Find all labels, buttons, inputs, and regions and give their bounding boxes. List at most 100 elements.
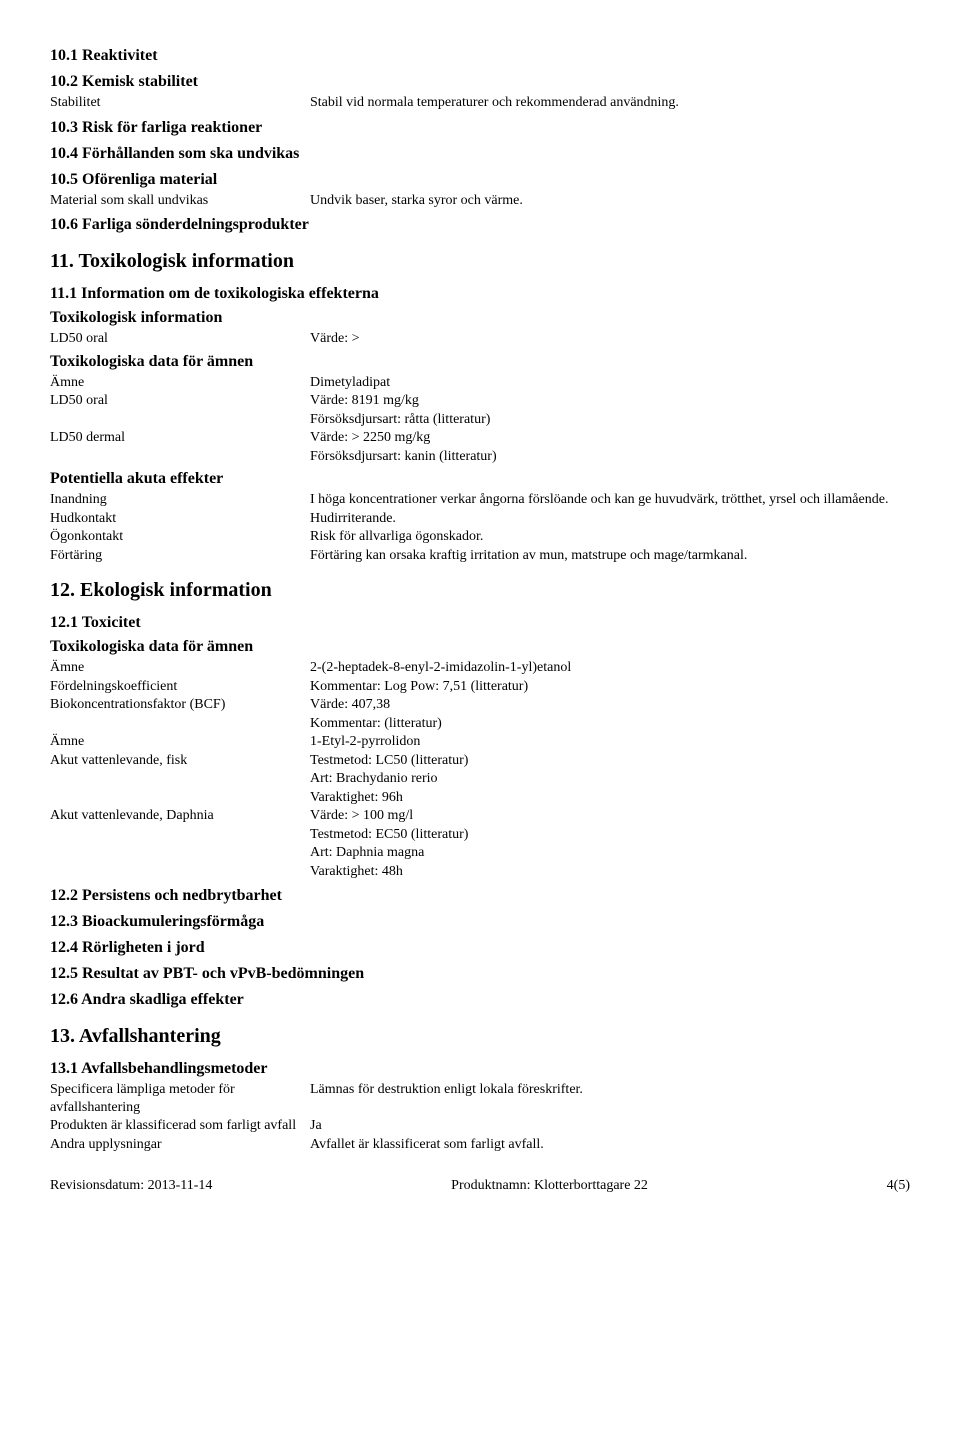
row-stabilitet: Stabilitet Stabil vid normala temperatur… <box>50 94 910 112</box>
heading-10-6: 10.6 Farliga sönderdelningsprodukter <box>50 215 910 235</box>
row-bcf: Biokoncentrationsfaktor (BCF) Värde: 407… <box>50 696 910 714</box>
heading-11: 11. Toxikologisk information <box>50 249 910 274</box>
row-ld50-dermal2: Försöksdjursart: kanin (litteratur) <box>50 448 910 466</box>
label-amne2: Ämne <box>50 659 310 677</box>
value-fordel: Kommentar: Log Pow: 7,51 (litteratur) <box>310 678 910 696</box>
heading-10-5: 10.5 Oförenliga material <box>50 170 910 190</box>
value-hudkontakt: Hudirriterande. <box>310 510 910 528</box>
heading-12-2: 12.2 Persistens och nedbrytbarhet <box>50 886 910 906</box>
label-fordel: Fördelningskoefficient <box>50 678 310 696</box>
label-stabilitet: Stabilitet <box>50 94 310 112</box>
value-spec: Lämnas för destruktion enligt lokala för… <box>310 1081 910 1116</box>
row-ld50-oral2b: Försöksdjursart: råtta (litteratur) <box>50 411 910 429</box>
value-bcf: Värde: 407,38 <box>310 696 910 714</box>
label-blank7 <box>50 844 310 862</box>
value-ld50-oral2b: Försöksdjursart: råtta (litteratur) <box>310 411 910 429</box>
row-inandning: Inandning I höga koncentrationer verkar … <box>50 491 910 509</box>
value-fisk3: Varaktighet: 96h <box>310 789 910 807</box>
row-amne2: Ämne 2-(2-heptadek-8-enyl-2-imidazolin-1… <box>50 659 910 677</box>
row-ld50-oral: LD50 oral Värde: > <box>50 330 910 348</box>
row-amne3: Ämne 1-Etyl-2-pyrrolidon <box>50 733 910 751</box>
row-daphnia: Akut vattenlevande, Daphnia Värde: > 100… <box>50 807 910 825</box>
value-fisk2: Art: Brachydanio rerio <box>310 770 910 788</box>
row-fisk: Akut vattenlevande, fisk Testmetod: LC50… <box>50 752 910 770</box>
heading-12-1: 12.1 Toxicitet <box>50 613 910 633</box>
row-material: Material som skall undvikas Undvik baser… <box>50 192 910 210</box>
heading-toxinfo: Toxikologisk information <box>50 308 910 328</box>
heading-12-4: 12.4 Rörligheten i jord <box>50 938 910 958</box>
label-hudkontakt: Hudkontakt <box>50 510 310 528</box>
row-fordel: Fördelningskoefficient Kommentar: Log Po… <box>50 678 910 696</box>
value-klass: Ja <box>310 1117 910 1135</box>
heading-12-6: 12.6 Andra skadliga effekter <box>50 990 910 1010</box>
footer-page-number: 4(5) <box>887 1177 910 1195</box>
row-daphnia4: Varaktighet: 48h <box>50 863 910 881</box>
label-fortaring: Förtäring <box>50 547 310 565</box>
label-ld50-dermal: LD50 dermal <box>50 429 310 447</box>
label-ld50-oral: LD50 oral <box>50 330 310 348</box>
label-amne3: Ämne <box>50 733 310 751</box>
value-andra: Avfallet är klassificerat som farligt av… <box>310 1136 910 1154</box>
label-blank1 <box>50 411 310 429</box>
label-ogonkontakt: Ögonkontakt <box>50 528 310 546</box>
heading-10-4: 10.4 Förhållanden som ska undvikas <box>50 144 910 164</box>
value-ogonkontakt: Risk för allvarliga ögonskador. <box>310 528 910 546</box>
value-amne2: 2-(2-heptadek-8-enyl-2-imidazolin-1-yl)e… <box>310 659 910 677</box>
page-footer: Revisionsdatum: 2013-11-14 Produktnamn: … <box>50 1177 910 1195</box>
label-spec: Specificera lämpliga metoder för avfalls… <box>50 1081 310 1116</box>
value-daphnia2: Testmetod: EC50 (litteratur) <box>310 826 910 844</box>
row-fisk2: Art: Brachydanio rerio <box>50 770 910 788</box>
label-blank8 <box>50 863 310 881</box>
value-ld50-oral: Värde: > <box>310 330 910 348</box>
label-blank4 <box>50 770 310 788</box>
label-inandning: Inandning <box>50 491 310 509</box>
label-amne: Ämne <box>50 374 310 392</box>
heading-10-1: 10.1 Reaktivitet <box>50 46 910 66</box>
value-material: Undvik baser, starka syror och värme. <box>310 192 910 210</box>
heading-toxdata2: Toxikologiska data för ämnen <box>50 637 910 657</box>
row-ogonkontakt: Ögonkontakt Risk för allvarliga ögonskad… <box>50 528 910 546</box>
heading-10-3: 10.3 Risk för farliga reaktioner <box>50 118 910 138</box>
row-andra: Andra upplysningar Avfallet är klassific… <box>50 1136 910 1154</box>
value-amne: Dimetyladipat <box>310 374 910 392</box>
value-stabilitet: Stabil vid normala temperaturer och reko… <box>310 94 910 112</box>
row-bcf2: Kommentar: (litteratur) <box>50 715 910 733</box>
value-daphnia4: Varaktighet: 48h <box>310 863 910 881</box>
label-fisk: Akut vattenlevande, fisk <box>50 752 310 770</box>
row-hudkontakt: Hudkontakt Hudirriterande. <box>50 510 910 528</box>
heading-13-1: 13.1 Avfallsbehandlingsmetoder <box>50 1059 910 1079</box>
value-inandning: I höga koncentrationer verkar ångorna fö… <box>310 491 910 509</box>
label-klass: Produkten är klassificerad som farligt a… <box>50 1117 310 1135</box>
label-andra: Andra upplysningar <box>50 1136 310 1154</box>
row-fortaring: Förtäring Förtäring kan orsaka kraftig i… <box>50 547 910 565</box>
row-klass: Produkten är klassificerad som farligt a… <box>50 1117 910 1135</box>
value-fisk: Testmetod: LC50 (litteratur) <box>310 752 910 770</box>
value-fortaring: Förtäring kan orsaka kraftig irritation … <box>310 547 910 565</box>
row-daphnia2: Testmetod: EC50 (litteratur) <box>50 826 910 844</box>
label-material: Material som skall undvikas <box>50 192 310 210</box>
heading-11-1: 11.1 Information om de toxikologiska eff… <box>50 284 910 304</box>
heading-13: 13. Avfallshantering <box>50 1024 910 1049</box>
value-amne3: 1-Etyl-2-pyrrolidon <box>310 733 910 751</box>
value-ld50-dermal2: Försöksdjursart: kanin (litteratur) <box>310 448 910 466</box>
footer-revision-date: Revisionsdatum: 2013-11-14 <box>50 1177 212 1195</box>
heading-potentiella: Potentiella akuta effekter <box>50 469 910 489</box>
heading-12: 12. Ekologisk information <box>50 578 910 603</box>
label-blank3 <box>50 715 310 733</box>
row-ld50-oral2: LD50 oral Värde: 8191 mg/kg <box>50 392 910 410</box>
value-daphnia3: Art: Daphnia magna <box>310 844 910 862</box>
row-amne: Ämne Dimetyladipat <box>50 374 910 392</box>
row-spec: Specificera lämpliga metoder för avfalls… <box>50 1081 910 1116</box>
label-blank5 <box>50 789 310 807</box>
label-ld50-oral2: LD50 oral <box>50 392 310 410</box>
label-bcf: Biokoncentrationsfaktor (BCF) <box>50 696 310 714</box>
label-blank6 <box>50 826 310 844</box>
value-daphnia: Värde: > 100 mg/l <box>310 807 910 825</box>
value-ld50-dermal: Värde: > 2250 mg/kg <box>310 429 910 447</box>
heading-toxdata: Toxikologiska data för ämnen <box>50 352 910 372</box>
row-ld50-dermal: LD50 dermal Värde: > 2250 mg/kg <box>50 429 910 447</box>
value-bcf2: Kommentar: (litteratur) <box>310 715 910 733</box>
heading-12-3: 12.3 Bioackumuleringsförmåga <box>50 912 910 932</box>
value-ld50-oral2: Värde: 8191 mg/kg <box>310 392 910 410</box>
label-blank2 <box>50 448 310 466</box>
